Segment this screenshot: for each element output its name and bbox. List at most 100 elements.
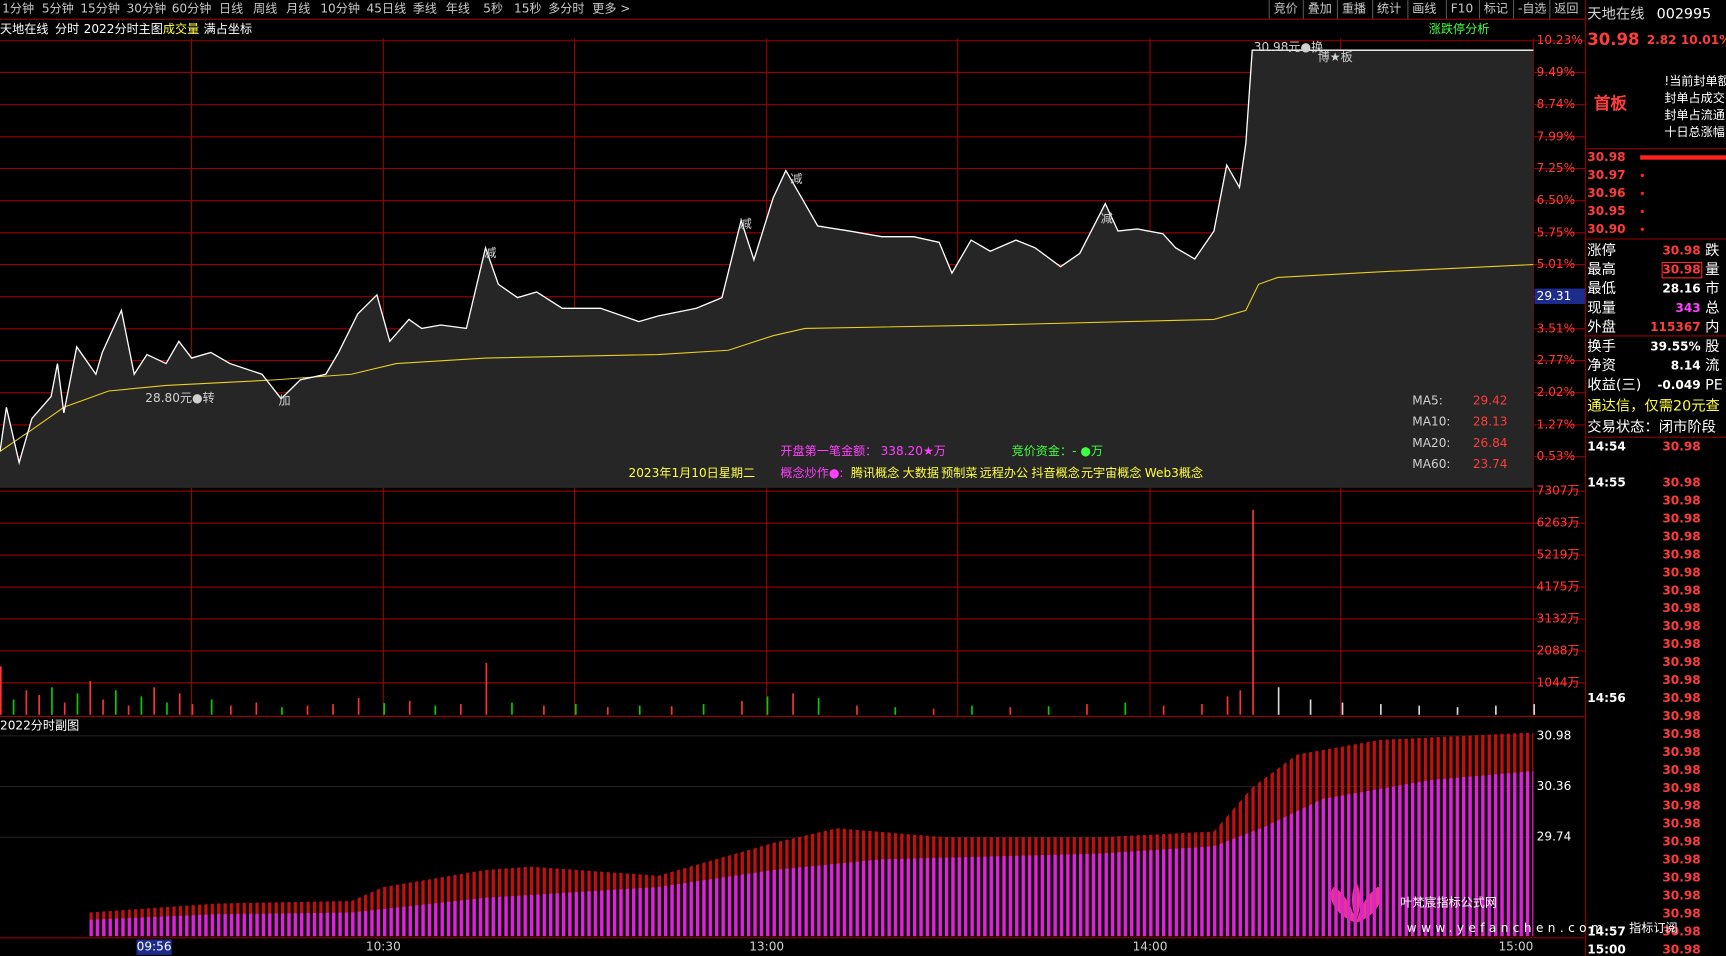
book-price: 30.95: [1587, 204, 1625, 218]
volume-bar: [1162, 705, 1165, 715]
ma-name: MA5:: [1412, 393, 1443, 407]
price-line: [0, 49, 1534, 466]
ma-name: MA10:: [1412, 415, 1450, 429]
period-button[interactable]: 周线: [253, 1, 277, 15]
tool-button[interactable]: 竞价: [1274, 1, 1298, 15]
volume-bar: [434, 705, 437, 715]
period-button[interactable]: 60分钟: [172, 0, 212, 15]
period-button[interactable]: 30分钟: [127, 0, 167, 15]
quote-code: 002995: [1657, 6, 1712, 22]
x-tick-label: 14:00: [1133, 940, 1168, 954]
book-dot: [1640, 209, 1644, 214]
ma-value: 26.84: [1473, 436, 1508, 450]
period-button[interactable]: 日线: [219, 1, 243, 15]
tool-button[interactable]: -自选: [1518, 1, 1547, 15]
trade-time: 14:54: [1587, 440, 1626, 454]
volume-bar: [741, 701, 743, 715]
y-tick-label: 1044万: [1537, 675, 1580, 689]
period-button[interactable]: 更多 >: [592, 1, 630, 15]
tool-button[interactable]: 画线: [1412, 1, 1436, 15]
seal-item: 封单占流通: [1664, 107, 1725, 122]
period-button[interactable]: 5分钟: [42, 0, 74, 15]
trade-price: 30.98: [1662, 835, 1700, 849]
volume-bar: [1533, 704, 1536, 715]
volume-bar: [1239, 690, 1242, 715]
stat-value: 30.98: [1662, 244, 1700, 258]
volume-bar: [638, 705, 641, 715]
signal-annotation: 减: [484, 246, 496, 260]
stat-box: [1661, 261, 1703, 279]
trade-price: 30.98: [1662, 924, 1700, 938]
trade-time: 14:55: [1587, 476, 1626, 490]
period-button[interactable]: 10分钟: [320, 0, 360, 15]
tool-button[interactable]: F10: [1451, 1, 1473, 15]
tool-button[interactable]: 叠加: [1308, 1, 1332, 15]
y-tick-label: 6263万: [1537, 516, 1580, 530]
volume-bar: [543, 705, 545, 715]
sub-title: 2022分时副图: [0, 718, 79, 732]
volume-bar: [766, 696, 769, 715]
stat-label: 最高: [1587, 261, 1616, 278]
y-tick-label: 29.74: [1537, 830, 1572, 844]
volume-bar: [255, 702, 258, 715]
trade-price: 30.98: [1662, 727, 1700, 741]
tool-button[interactable]: 统计: [1377, 1, 1401, 15]
volume-bar: [408, 701, 411, 715]
book-price: 30.90: [1587, 222, 1625, 236]
stat-label: 换手: [1587, 338, 1616, 355]
y-tick-label: 9.49%: [1537, 65, 1575, 79]
period-button[interactable]: 多分时: [548, 1, 584, 15]
stat-value: 343: [1675, 301, 1700, 315]
stat-value: 115367: [1650, 320, 1701, 334]
period-button[interactable]: 15分钟: [80, 0, 120, 15]
volume-label: 成交量: [163, 21, 199, 36]
stock-name: 天地在线: [0, 22, 48, 36]
period-button[interactable]: 1分钟: [2, 0, 34, 15]
period-button[interactable]: 15秒: [514, 1, 542, 15]
volume-bar: [702, 704, 705, 715]
tool-button[interactable]: 重播: [1342, 1, 1366, 15]
quote-change: 2.82: [1647, 33, 1677, 47]
limit-analysis[interactable]: 涨跌停分析: [1429, 21, 1490, 36]
quote-change-pct: 10.01%: [1681, 33, 1726, 47]
trade-price: 30.98: [1662, 817, 1700, 831]
stat-label: 市: [1705, 280, 1719, 297]
volume-bar: [1201, 704, 1203, 715]
trade-time: 15:00: [1587, 942, 1626, 956]
period-button[interactable]: 年线: [446, 1, 470, 15]
trade-price: 30.98: [1662, 673, 1700, 687]
y-tick-label: 5.01%: [1537, 257, 1575, 271]
trade-price: 30.98: [1662, 655, 1700, 669]
trade-price: 30.98: [1662, 745, 1700, 759]
ma-name: MA20:: [1412, 436, 1450, 450]
watermark-url: www.yefanchen.com: [1407, 921, 1607, 935]
volume-bar: [153, 687, 155, 715]
book-dot: [1640, 191, 1644, 196]
tool-button[interactable]: 标记: [1484, 1, 1508, 15]
y-tick-label: 2.02%: [1537, 385, 1575, 399]
y-tick-label: 8.74%: [1537, 97, 1575, 111]
trade-price: 30.98: [1662, 709, 1700, 723]
stat-label: 现量: [1587, 300, 1616, 316]
period-button[interactable]: 5秒: [483, 1, 503, 15]
trade-price: 30.98: [1662, 906, 1700, 920]
volume-bar: [38, 694, 40, 715]
period-button[interactable]: 季线: [413, 1, 437, 15]
volume-bar: [460, 704, 462, 715]
y-tick-label: 7.25%: [1537, 161, 1575, 175]
stat-value: -0.049: [1657, 378, 1700, 392]
volume-bar: [166, 702, 168, 715]
promo[interactable]: 通达信，仅需20元查: [1587, 397, 1720, 414]
volume-bar: [606, 707, 609, 715]
price-area: [0, 50, 1534, 488]
volume-bar: [1456, 707, 1459, 715]
period-button[interactable]: 月线: [286, 1, 310, 15]
tool-button[interactable]: 返回: [1554, 1, 1578, 15]
volume-bar: [932, 708, 935, 715]
volume-bar: [383, 703, 385, 715]
info-value: 338.20★万: [881, 444, 946, 458]
seal-item: !当前封单额: [1664, 73, 1726, 88]
volume-bar: [51, 687, 53, 715]
trade-price: 30.98: [1662, 494, 1700, 508]
period-button[interactable]: 45日线: [367, 1, 407, 15]
